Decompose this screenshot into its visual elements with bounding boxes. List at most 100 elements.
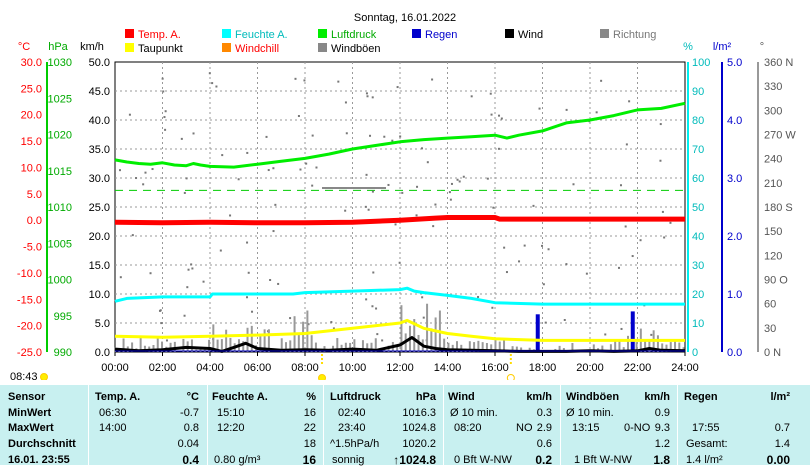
dir-dot bbox=[456, 178, 459, 181]
dir-dot bbox=[398, 261, 401, 264]
tick-wind_kmh-1: 45.0 bbox=[89, 86, 110, 98]
axis-head-temp_c: °C bbox=[18, 41, 30, 53]
dir-dot bbox=[631, 255, 634, 258]
dir-dot bbox=[376, 333, 379, 336]
tick-pressure_hpa-5: 1005 bbox=[48, 238, 72, 250]
legend-swatch-1 bbox=[222, 29, 231, 38]
axis-head-humidity_pct: % bbox=[683, 41, 693, 53]
tick-humidity_pct-7: 30 bbox=[692, 260, 704, 272]
dir-dot bbox=[118, 169, 121, 172]
tick-direction_deg-7: 150 bbox=[764, 226, 782, 238]
dir-dot bbox=[315, 166, 318, 169]
press-forecast: sonnig bbox=[332, 454, 365, 466]
dir-dot bbox=[669, 221, 672, 224]
dir-dot bbox=[192, 132, 195, 135]
tick-temp_c-4: 10.0 bbox=[21, 162, 42, 174]
sunrise-time: 08:43 bbox=[10, 371, 38, 383]
tick-wind_kmh-0: 50.0 bbox=[89, 57, 110, 69]
dir-dot bbox=[538, 107, 541, 110]
dir-dot bbox=[396, 86, 399, 89]
dir-dot bbox=[164, 110, 167, 113]
row-label-current: 16.01. 23:55 bbox=[8, 454, 70, 466]
dir-dot bbox=[628, 100, 631, 103]
dir-dot bbox=[489, 92, 492, 95]
press-min-time: 02:40 bbox=[338, 407, 366, 419]
legend-swatch-2 bbox=[318, 29, 327, 38]
dir-dot bbox=[274, 203, 277, 206]
dir-dot bbox=[131, 234, 134, 237]
rain-bar-1 bbox=[630, 311, 635, 352]
dir-dot bbox=[604, 333, 607, 336]
tick-pressure_hpa-1: 1025 bbox=[48, 93, 72, 105]
press-current: ↑1024.8 bbox=[393, 453, 436, 467]
dir-dot bbox=[367, 208, 370, 211]
wind-bft: 0 Bft W-NW bbox=[454, 454, 512, 466]
press-header: Luftdruck bbox=[330, 391, 381, 403]
hum-max-time: 12:20 bbox=[217, 422, 245, 434]
gust-min-label: Ø 10 min. bbox=[566, 407, 614, 419]
dir-dot bbox=[503, 246, 506, 249]
dir-dot bbox=[450, 182, 453, 185]
dir-dot bbox=[383, 135, 386, 138]
dir-dot bbox=[565, 108, 568, 111]
dir-dot bbox=[187, 268, 190, 271]
dir-dot bbox=[186, 286, 189, 289]
series-line-3 bbox=[114, 318, 685, 342]
dir-dot bbox=[246, 151, 249, 154]
x-tick-0: 00:00 bbox=[101, 362, 129, 374]
tick-wind_kmh-3: 35.0 bbox=[89, 144, 110, 156]
rain-header: Regen bbox=[684, 391, 718, 403]
dir-dot bbox=[415, 214, 418, 217]
dir-dot bbox=[541, 244, 544, 247]
tick-wind_kmh-7: 15.0 bbox=[89, 260, 110, 272]
direction-dots bbox=[118, 72, 672, 342]
dir-dot bbox=[518, 260, 521, 263]
dir-dot bbox=[491, 306, 494, 309]
press-avg: 1020.2 bbox=[402, 438, 436, 450]
tick-temp_c-3: 15.0 bbox=[21, 136, 42, 148]
dir-dot bbox=[600, 79, 603, 82]
temp-current: 0.4 bbox=[182, 453, 199, 467]
dir-dot bbox=[659, 123, 662, 126]
rain-max-time: 17:55 bbox=[692, 422, 720, 434]
dir-dot bbox=[247, 271, 250, 274]
rain-unit: l/m² bbox=[770, 391, 790, 403]
dir-dot bbox=[375, 307, 378, 310]
tick-humidity_pct-0: 100 bbox=[692, 57, 710, 69]
dir-dot bbox=[183, 314, 186, 317]
tick-humidity_pct-6: 40 bbox=[692, 231, 704, 243]
legend-label-6: Taupunkt bbox=[138, 43, 183, 55]
dir-dot bbox=[365, 173, 368, 176]
dir-dot bbox=[381, 339, 384, 342]
legend-swatch-6 bbox=[125, 43, 134, 52]
tick-rain_lm2-2: 3.0 bbox=[727, 173, 742, 185]
dir-dot bbox=[401, 191, 404, 194]
dir-dot bbox=[246, 241, 249, 244]
dir-dot bbox=[311, 184, 314, 187]
tick-direction_deg-10: 60 bbox=[764, 299, 776, 311]
row-label-avg: Durchschnitt bbox=[8, 438, 76, 450]
temp-min-value: -0.7 bbox=[180, 407, 199, 419]
tick-direction_deg-3: 270 W bbox=[764, 130, 796, 142]
gust-max-dir: 0-NO bbox=[624, 422, 651, 434]
tick-humidity_pct-3: 70 bbox=[692, 144, 704, 156]
dir-dot bbox=[160, 322, 163, 325]
dir-dot bbox=[624, 225, 627, 228]
tick-humidity_pct-4: 60 bbox=[692, 173, 704, 185]
tick-rain_lm2-1: 4.0 bbox=[727, 115, 742, 127]
temp-max-value: 0.8 bbox=[183, 422, 199, 434]
dir-dot bbox=[497, 147, 500, 150]
dir-dot bbox=[151, 168, 154, 171]
x-tick-12: 24:00 bbox=[671, 362, 699, 374]
tick-humidity_pct-8: 20 bbox=[692, 289, 704, 301]
dir-dot bbox=[544, 321, 547, 324]
wind-header: Wind bbox=[448, 391, 475, 403]
dir-dot bbox=[119, 276, 122, 279]
row-label-min: MinWert bbox=[8, 407, 52, 419]
dir-dot bbox=[371, 190, 374, 193]
dir-dot bbox=[237, 178, 240, 181]
dir-dot bbox=[180, 137, 183, 140]
x-tick-1: 02:00 bbox=[149, 362, 177, 374]
tick-temp_c-8: -10.0 bbox=[17, 268, 42, 280]
tick-rain_lm2-3: 2.0 bbox=[727, 231, 742, 243]
